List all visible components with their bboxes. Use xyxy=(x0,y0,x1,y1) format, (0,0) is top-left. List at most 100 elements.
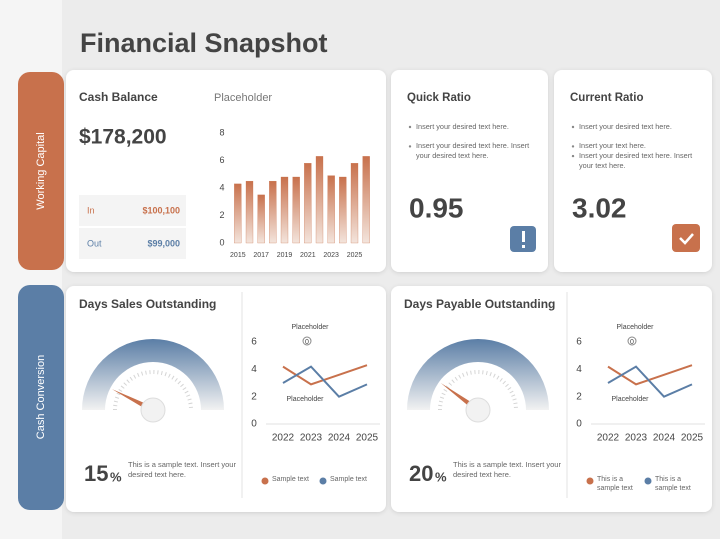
gauge-hub xyxy=(465,397,491,423)
row-label: In xyxy=(87,205,95,215)
y-tick-label: 4 xyxy=(251,364,257,375)
section-tab xyxy=(18,285,64,510)
legend-swatch xyxy=(586,477,594,485)
bullet-text: Insert your text here. xyxy=(579,141,646,151)
y-tick-label: 2 xyxy=(576,391,582,402)
bullet-dot xyxy=(408,145,412,148)
gauge-unit: % xyxy=(435,469,447,484)
line-series xyxy=(607,365,693,398)
x-tick-label: 2017 xyxy=(253,252,269,259)
cash-amount: $178,200 xyxy=(79,126,167,149)
bullet-text: Insert your desired text here. Insert yo… xyxy=(579,151,693,170)
legend-label-box: This is a sample text xyxy=(597,476,633,492)
x-tick-label: 2022 xyxy=(272,433,295,444)
x-tick-label: 2023 xyxy=(625,433,648,444)
gauge-scale xyxy=(113,370,193,411)
bullet-text: Insert your desired text here. xyxy=(579,122,672,131)
annotation: Placeholder xyxy=(287,396,325,403)
check-mark xyxy=(679,233,694,245)
y-tick-label: 4 xyxy=(576,364,582,375)
alert-icon-dot xyxy=(522,245,525,248)
bar xyxy=(292,176,300,244)
y-tick-label: 0 xyxy=(576,419,582,430)
y-tick-label: 0 xyxy=(219,237,224,247)
x-tick-label: 2025 xyxy=(681,433,704,444)
card xyxy=(391,70,548,272)
x-tick-label: 2021 xyxy=(300,252,316,259)
annotation: Placeholder xyxy=(292,324,330,331)
bar xyxy=(257,194,265,244)
x-tick-label: 2024 xyxy=(653,433,676,444)
legend-label-box: Sample text xyxy=(330,476,367,483)
bar xyxy=(280,176,289,244)
bar xyxy=(362,156,370,244)
section-tab xyxy=(18,72,64,270)
gauge-inner xyxy=(430,362,526,410)
legend-label: This is a sample text xyxy=(597,476,633,492)
card-title: Days Sales Outstanding xyxy=(79,297,216,311)
row-label: Out xyxy=(87,238,102,248)
ratio-value: 3.02 xyxy=(572,192,627,223)
legend-swatch xyxy=(261,477,269,485)
gauge-hub xyxy=(140,397,166,423)
page-title: Financial Snapshot xyxy=(80,28,328,58)
card-title: Cash Balance xyxy=(79,90,158,104)
gauge-value: 20 xyxy=(409,461,433,486)
card xyxy=(554,70,712,272)
note: This is a sample text. Insert your desir… xyxy=(128,460,236,479)
y-tick-label: 8 xyxy=(219,127,224,137)
y-tick-label: 2 xyxy=(219,210,224,220)
card-title: Quick Ratio xyxy=(407,92,471,104)
marker-pin xyxy=(302,336,312,346)
y-tick-label: 6 xyxy=(576,337,582,348)
bar xyxy=(245,180,254,244)
row-value: $99,000 xyxy=(147,238,180,248)
card-title: Current Ratio xyxy=(570,92,643,104)
x-tick-label: 2025 xyxy=(347,252,363,259)
bar xyxy=(304,163,312,244)
bullet-dot xyxy=(571,145,575,148)
bullet-text-box: Insert your desired text here. xyxy=(416,122,509,131)
bullet-text-box: Insert your text here. xyxy=(579,141,646,151)
x-tick-label: 2023 xyxy=(323,252,339,259)
bullet-dot xyxy=(408,125,412,129)
bar xyxy=(234,183,242,244)
y-tick-label: 6 xyxy=(219,155,224,165)
legend-label-box: Sample text xyxy=(272,476,309,483)
x-tick-label: 2022 xyxy=(597,433,620,444)
annotation: Placeholder xyxy=(612,396,650,403)
section-label: Working Capital xyxy=(35,132,47,209)
bar xyxy=(327,175,335,244)
line-series xyxy=(282,365,368,398)
bullet-text-box: Insert your desired text here. xyxy=(579,122,672,131)
ratio-value: 0.95 xyxy=(409,192,464,223)
gauge-scale xyxy=(438,370,518,411)
note-box: This is a sample text. Insert your desir… xyxy=(453,460,561,479)
bar xyxy=(339,176,347,244)
bar xyxy=(350,163,359,244)
bullet-text: Insert your desired text here. xyxy=(416,122,509,131)
marker-label: 0 xyxy=(630,339,634,346)
legend-label: Sample text xyxy=(272,476,309,483)
y-tick-label: 4 xyxy=(219,182,224,192)
legend-swatch xyxy=(644,477,652,485)
legend-swatch xyxy=(319,477,327,485)
x-tick-label: 2025 xyxy=(356,433,379,444)
y-tick-label: 0 xyxy=(251,419,257,430)
y-tick-label: 6 xyxy=(251,337,257,348)
row-bg xyxy=(79,228,186,259)
chart-title: Placeholder xyxy=(214,92,272,104)
card-title: Days Payable Outstanding xyxy=(404,297,555,311)
gauge-unit: % xyxy=(110,469,122,484)
legend-label: This is a sample text xyxy=(655,476,691,492)
row-value: $100,100 xyxy=(142,205,180,215)
bar xyxy=(269,180,277,244)
note-box: This is a sample text. Insert your desir… xyxy=(128,460,236,479)
alert-icon-mark xyxy=(522,231,525,242)
x-tick-label: 2015 xyxy=(230,252,246,259)
gauge-value: 15 xyxy=(84,461,108,486)
legend-label: Sample text xyxy=(330,476,367,483)
section-label: Cash Conversion xyxy=(35,355,47,439)
x-tick-label: 2023 xyxy=(300,433,323,444)
